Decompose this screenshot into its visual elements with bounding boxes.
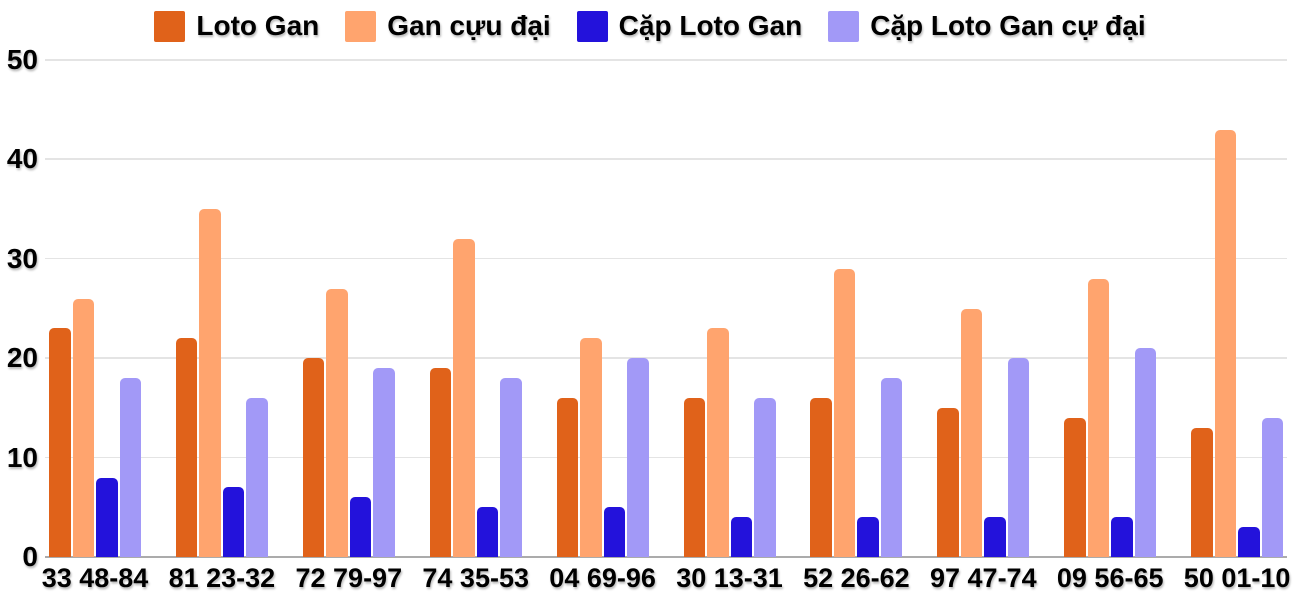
bar[interactable] [937,407,959,557]
bar-group [302,60,395,557]
bar[interactable] [429,368,452,557]
legend-label: Cặp Loto Gan cự đại [870,10,1146,41]
bar-group [175,60,268,557]
bar-group [810,60,903,557]
bar[interactable] [1214,129,1237,557]
bar[interactable] [603,507,626,557]
bar[interactable] [1007,358,1030,557]
bar[interactable] [810,398,832,557]
legend-swatch-icon [154,10,186,42]
legend-label: Gan cựu đại [387,10,551,41]
bar[interactable] [556,398,579,557]
y-tick-label: 30 [6,242,38,274]
legend-swatch-icon [828,10,860,42]
x-tick-label: 81 23-32 [168,563,276,593]
bar[interactable] [984,517,1006,557]
bar-group [1064,60,1157,557]
bar[interactable] [1191,427,1213,557]
bar[interactable] [1134,348,1157,557]
legend: Loto Gan Gan cựu đại Cặp Loto Gan Cặp Lo… [0,10,1300,42]
bar[interactable] [175,338,198,557]
legend-item-cap-loto-gan-cu-dai[interactable]: Cặp Loto Gan cự đại [828,10,1146,42]
legend-item-gan-cuu-dai[interactable]: Gan cựu đại [345,10,551,42]
bar[interactable] [349,497,372,557]
y-tick-label: 50 [6,44,38,75]
x-tick-label: 09 56-65 [1056,563,1164,593]
x-tick-label: 50 01-10 [1183,563,1291,593]
legend-label: Loto Gan [196,10,320,41]
gridline [45,456,1287,459]
bar[interactable] [1238,527,1260,557]
y-tick-label: 10 [6,441,38,473]
x-tick-label: 52 26-62 [803,563,910,593]
bar-group [49,60,141,557]
x-tick-label: 04 69-96 [549,563,656,593]
bar[interactable] [683,398,705,557]
bar[interactable] [373,368,395,557]
legend-label: Cặp Loto Gan [618,10,803,41]
x-tick-label: 97 47-74 [930,563,1037,593]
y-tick-label: 40 [6,143,38,175]
bar[interactable] [880,378,903,557]
gridline [45,158,1287,160]
bar[interactable] [857,517,879,557]
bar[interactable] [960,308,983,557]
legend-item-cap-loto-gan[interactable]: Cặp Loto Gan [576,10,803,42]
bar[interactable] [500,378,522,557]
legend-swatch-icon [576,10,608,42]
bar[interactable] [246,398,268,557]
bar[interactable] [453,238,475,557]
bar[interactable] [580,338,602,557]
bar[interactable] [199,209,221,557]
legend-item-loto-gan[interactable]: Loto Gan [154,10,319,42]
y-axis: 0 10 20 30 40 50 [0,0,38,600]
x-tick-label: 72 79-97 [295,563,403,593]
legend-swatch-icon [345,10,377,42]
bar-group [1191,60,1284,557]
x-tick-label: 33 48-84 [41,563,149,593]
bar[interactable] [1261,417,1284,557]
bar[interactable] [833,268,856,557]
bar[interactable] [754,398,776,557]
bar[interactable] [476,507,499,557]
bar[interactable] [222,487,245,557]
plot-area: 33 48-84 81 23-32 72 79-97 74 35-53 04 69-96… [42,59,1290,593]
bar[interactable] [326,288,348,557]
x-axis-line [45,556,1287,558]
gridline [45,357,1287,359]
x-tick-label: 30 13-31 [676,563,783,593]
x-tick-label: 74 35-53 [422,563,529,593]
bar[interactable] [1064,417,1086,557]
bar-group [556,60,649,557]
bar[interactable] [96,477,118,557]
bar[interactable] [1111,517,1133,557]
y-tick-label: 20 [6,342,38,374]
bar-group [683,60,776,557]
gridline [45,257,1287,260]
bar[interactable] [1087,278,1110,557]
bar[interactable] [302,358,325,557]
bar[interactable] [119,378,141,557]
bar[interactable] [49,328,71,557]
bar[interactable] [627,358,649,557]
bar[interactable] [707,328,729,557]
bar-group [937,60,1030,557]
bar-group [429,60,522,557]
y-tick-label: 0 [22,541,38,572]
bar[interactable] [730,517,752,557]
bar[interactable] [72,298,94,557]
gridline [45,59,1287,61]
